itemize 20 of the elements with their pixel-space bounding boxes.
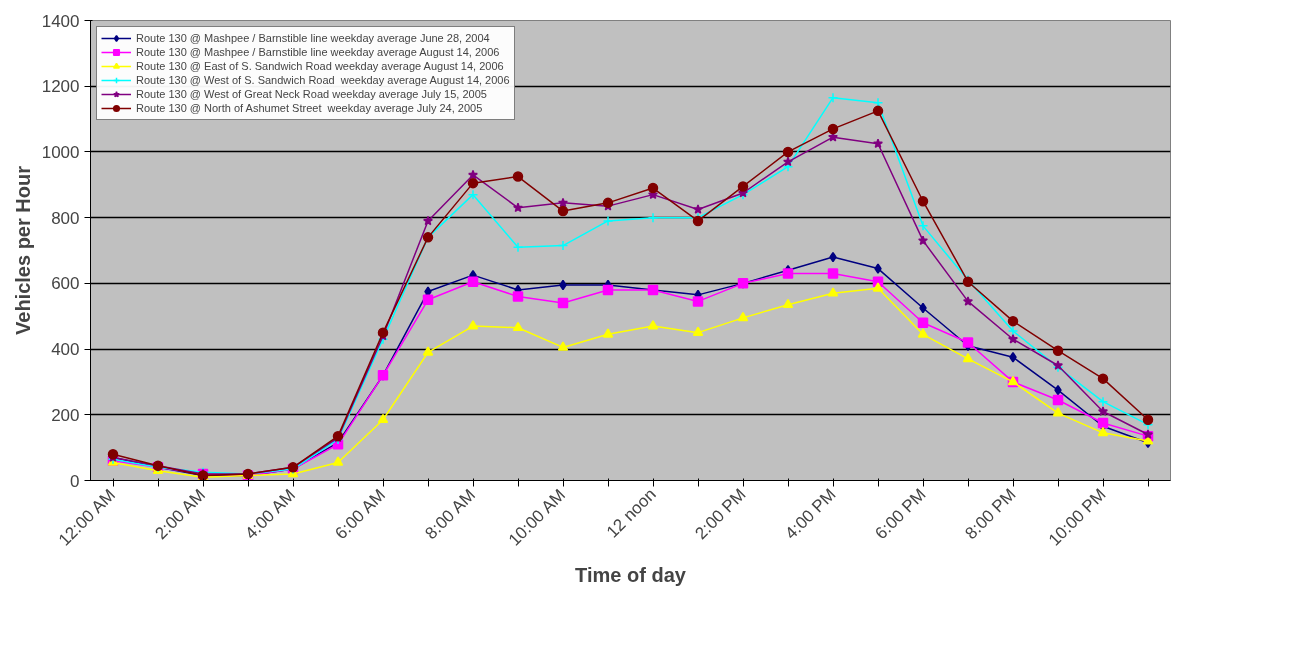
- legend-label: Route 130 @ West of S. Sandwich Road weekday average August 14, 2006: [136, 73, 510, 87]
- legend-label: Route 130 @ Mashpee / Barnstible line weekday average August 14, 2006: [136, 45, 500, 59]
- x-tick-label: 6:00 AM: [331, 485, 390, 543]
- legend-label: Route 130 @ North of Ashumet Street weekday average July 24, 2005: [136, 101, 483, 115]
- y-tick-label: 1000: [41, 142, 80, 162]
- legend-label: Route 130 @ West of Great Neck Road weekday average July 15, 2005: [136, 87, 487, 101]
- y-tick-label: 0: [70, 471, 80, 491]
- x-axis-title: Time of day: [575, 564, 687, 587]
- y-axis-title: Vehicles per Hour: [11, 165, 34, 335]
- legend-label: Route 130 @ East of S. Sandwich Road weekday average August 14, 2006: [136, 59, 504, 73]
- y-tick-label: 200: [51, 405, 80, 425]
- x-tick-label: 6:00 PM: [871, 484, 930, 543]
- y-tick-label: 1200: [41, 77, 80, 97]
- y-tick-label: 800: [51, 208, 80, 228]
- y-tick-label: 400: [51, 340, 80, 360]
- x-tick-label: 4:00 PM: [781, 484, 840, 543]
- x-tick-label: 4:00 AM: [241, 485, 300, 543]
- legend-label: Route 130 @ Mashpee / Barnstible line weekday average June 28, 2004: [136, 31, 490, 45]
- y-tick-label: 1400: [41, 11, 80, 31]
- y-tick-label: 600: [51, 274, 80, 294]
